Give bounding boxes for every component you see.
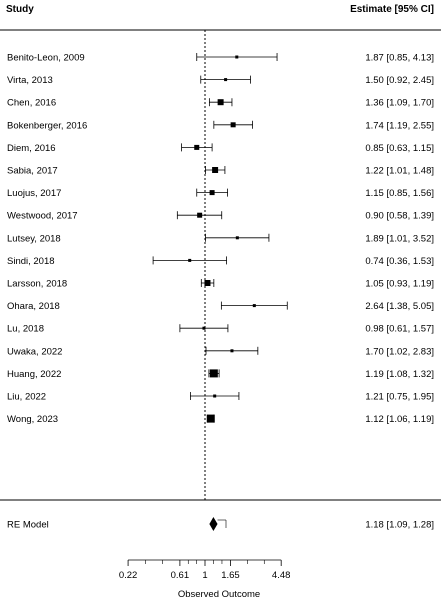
estimate-label: 1.12 [1.06, 1.19] xyxy=(365,414,434,425)
study-label: Lutsey, 2018 xyxy=(7,233,61,244)
point-estimate xyxy=(235,55,239,59)
point-estimate xyxy=(197,212,203,218)
estimate-label: 1.70 [1.02, 2.83] xyxy=(365,346,434,357)
study-label: Uwaka, 2022 xyxy=(7,346,62,357)
x-tick-label: 0.61 xyxy=(171,570,190,581)
study-label: Virta, 2013 xyxy=(7,75,53,86)
study-rows: Benito-Leon, 2009 1.87 [0.85, 4.13] Virta,… xyxy=(7,53,434,426)
estimate-label: 0.74 [0.36, 1.53] xyxy=(365,256,434,267)
study-label: Luojus, 2017 xyxy=(7,188,61,199)
summary-label: RE Model xyxy=(7,520,49,531)
estimate-label: 0.98 [0.61, 1.57] xyxy=(365,324,434,335)
estimate-label: 1.21 [0.75, 1.95] xyxy=(365,392,434,403)
point-estimate xyxy=(212,167,219,173)
estimate-label: 1.74 [1.19, 2.55] xyxy=(365,120,434,131)
summary-estimate-label: 1.18 [1.09, 1.28] xyxy=(365,520,434,531)
study-row: Lu, 2018 0.98 [0.61, 1.57] xyxy=(7,324,434,335)
x-axis-label: Observed Outcome xyxy=(178,589,260,600)
study-row: Benito-Leon, 2009 1.87 [0.85, 4.13] xyxy=(7,53,434,64)
study-label: Lu, 2018 xyxy=(7,324,44,335)
point-estimate xyxy=(209,369,218,378)
study-row: Ohara, 2018 2.64 [1.38, 5.05] xyxy=(7,301,434,312)
point-estimate xyxy=(217,99,224,106)
point-estimate xyxy=(204,280,211,286)
point-estimate xyxy=(230,122,236,128)
estimate-label: 1.19 [1.08, 1.32] xyxy=(365,369,434,380)
study-row: Liu, 2022 1.21 [0.75, 1.95] xyxy=(7,392,434,403)
study-label: Chen, 2016 xyxy=(7,98,56,109)
study-label: Larsson, 2018 xyxy=(7,279,67,290)
study-label: Diem, 2016 xyxy=(7,143,56,154)
point-estimate xyxy=(194,144,200,150)
study-row: Chen, 2016 1.36 [1.09, 1.70] xyxy=(7,98,434,109)
estimate-label: 1.89 [1.01, 3.52] xyxy=(365,233,434,244)
study-label: Benito-Leon, 2009 xyxy=(7,53,85,64)
study-row: Larsson, 2018 1.05 [0.93, 1.19] xyxy=(7,279,434,290)
estimate-label: 1.87 [0.85, 4.13] xyxy=(365,53,434,64)
study-row: Sindi, 2018 0.74 [0.36, 1.53] xyxy=(7,256,434,267)
estimate-label: 2.64 [1.38, 5.05] xyxy=(365,301,434,312)
point-estimate xyxy=(188,258,192,262)
study-row: Bokenberger, 2016 1.74 [1.19, 2.55] xyxy=(7,120,434,131)
study-label: Wong, 2023 xyxy=(7,414,58,425)
point-estimate xyxy=(230,349,234,353)
point-estimate xyxy=(252,304,256,308)
x-tick-label: 4.48 xyxy=(272,570,291,581)
estimate-label: 0.85 [0.63, 1.15] xyxy=(365,143,434,154)
estimate-label: 0.90 [0.58, 1.39] xyxy=(365,211,434,222)
study-row: Huang, 2022 1.19 [1.08, 1.32] xyxy=(7,369,434,380)
estimate-label: 1.50 [0.92, 2.45] xyxy=(365,75,434,86)
x-axis: 0.22 0.61 1 1.65 4.48 xyxy=(119,559,291,581)
study-label: Liu, 2022 xyxy=(7,392,46,403)
point-estimate xyxy=(224,78,228,82)
study-row: Lutsey, 2018 1.89 [1.01, 3.52] xyxy=(7,233,434,244)
study-row: Uwaka, 2022 1.70 [1.02, 2.83] xyxy=(7,346,434,357)
study-row: Sabia, 2017 1.22 [1.01, 1.48] xyxy=(7,166,434,177)
header-study: Study xyxy=(6,4,34,15)
study-label: Bokenberger, 2016 xyxy=(7,120,87,131)
point-estimate xyxy=(206,414,215,423)
header-estimate: Estimate [95% CI] xyxy=(350,4,434,15)
study-row: Wong, 2023 1.12 [1.06, 1.19] xyxy=(7,414,434,425)
study-label: Westwood, 2017 xyxy=(7,211,78,222)
estimate-label: 1.36 [1.09, 1.70] xyxy=(365,98,434,109)
point-estimate xyxy=(235,236,239,240)
point-estimate xyxy=(202,326,206,330)
summary-row: RE Model 1.18 [1.09, 1.28] xyxy=(7,517,434,531)
study-label: Sabia, 2017 xyxy=(7,166,58,177)
estimate-label: 1.05 [0.93, 1.19] xyxy=(365,279,434,290)
study-row: Diem, 2016 0.85 [0.63, 1.15] xyxy=(7,143,434,154)
estimate-label: 1.15 [0.85, 1.56] xyxy=(365,188,434,199)
summary-diamond xyxy=(209,517,218,531)
point-estimate xyxy=(209,190,215,196)
study-row: Luojus, 2017 1.15 [0.85, 1.56] xyxy=(7,188,434,199)
study-row: Westwood, 2017 0.90 [0.58, 1.39] xyxy=(7,211,434,222)
point-estimate xyxy=(213,394,217,398)
study-row: Virta, 2013 1.50 [0.92, 2.45] xyxy=(7,75,434,86)
study-label: Huang, 2022 xyxy=(7,369,61,380)
study-label: Ohara, 2018 xyxy=(7,301,60,312)
x-tick-label: 0.22 xyxy=(119,570,138,581)
x-tick-label: 1 xyxy=(202,570,207,581)
x-tick-label: 1.65 xyxy=(221,570,240,581)
estimate-label: 1.22 [1.01, 1.48] xyxy=(365,166,434,177)
study-label: Sindi, 2018 xyxy=(7,256,55,267)
